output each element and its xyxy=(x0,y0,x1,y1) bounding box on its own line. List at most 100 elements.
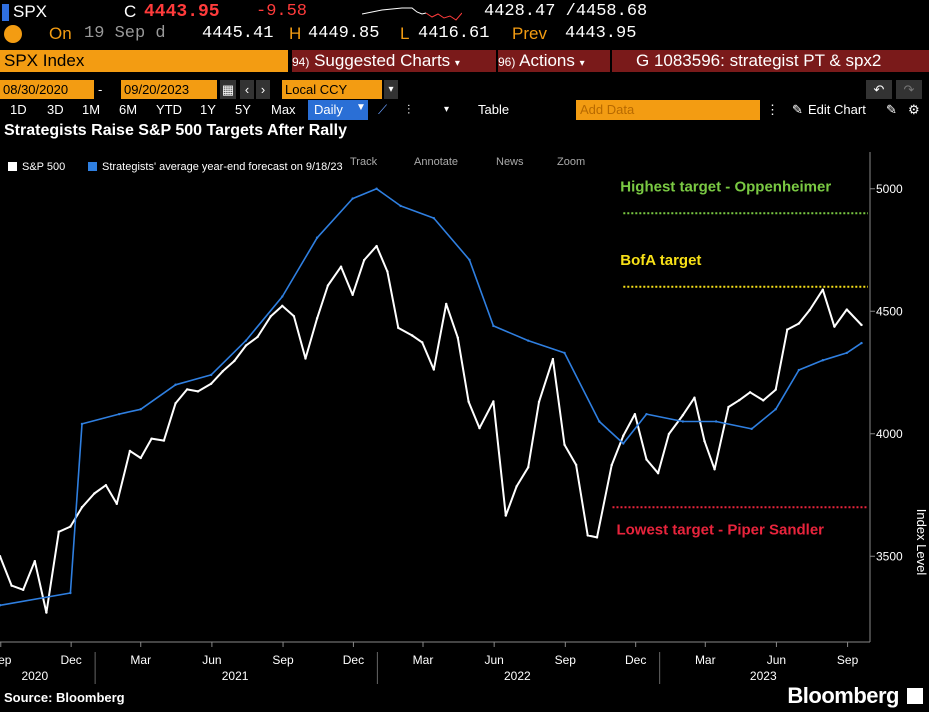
currency-select[interactable]: Local CCY xyxy=(282,80,382,99)
prev-arrow-icon[interactable]: ‹ xyxy=(240,80,254,99)
undo-icon[interactable]: ↶ xyxy=(866,80,892,99)
chart-title: Strategists Raise S&P 500 Targets After … xyxy=(4,122,347,139)
x-year-label: 2020 xyxy=(21,669,48,683)
chart-plot: 3500 4000 4500 5000 Index Level Sep Dec Mar Jun S… xyxy=(0,152,929,684)
spx-price-line-point xyxy=(33,559,36,563)
forecast-line-point xyxy=(315,236,319,239)
quote-date: 19 Sep d xyxy=(84,24,166,43)
legend-label-forecast[interactable]: Strategists' average year-end forecast o… xyxy=(102,161,343,173)
spx-price-line-point xyxy=(93,492,96,495)
spx-price-line-point xyxy=(162,439,166,442)
spx-price-line-point xyxy=(645,458,648,461)
pencil-icon[interactable]: ✎ xyxy=(792,102,803,117)
spx-price-line-point xyxy=(610,463,613,467)
x-tick-label: Dec xyxy=(343,653,364,667)
lowest-target-label: Lowest target - Piper Sandler xyxy=(616,521,824,538)
actions-label: Actions xyxy=(519,51,575,70)
spx-price-line-point xyxy=(563,443,566,446)
period-1y[interactable]: 1Y xyxy=(200,102,216,117)
spx-price-line-point xyxy=(537,400,541,404)
index-field[interactable]: SPX Index xyxy=(0,50,288,72)
options-icon[interactable]: ⋮ xyxy=(766,102,779,117)
track-tool[interactable]: Track xyxy=(350,156,378,168)
annotate-tool[interactable]: Annotate xyxy=(414,156,458,168)
spx-price-line-point xyxy=(667,432,671,436)
spx-price-line-point xyxy=(727,405,730,409)
period-5y[interactable]: 5Y xyxy=(235,102,251,117)
zoom-tool[interactable]: Zoom xyxy=(557,156,585,168)
gear-icon[interactable]: ⚙ xyxy=(908,102,920,117)
suggested-code: 94) xyxy=(292,55,310,69)
forecast-line xyxy=(0,187,862,607)
spx-price-line-point xyxy=(397,326,400,330)
period-3d[interactable]: 3D xyxy=(47,102,64,117)
spx-price-line-point xyxy=(526,466,530,469)
date-separator: - xyxy=(98,82,103,97)
spx-price-line-point xyxy=(713,468,716,471)
candle-icon[interactable]: ⫶ xyxy=(407,102,411,117)
spx-price-line-point xyxy=(703,439,706,443)
detail-line: On 19 Sep d 4445.41 H 4449.85 L 4416.61 … xyxy=(0,24,929,46)
period-6m[interactable]: 6M xyxy=(119,102,138,117)
x-tick-label: Mar xyxy=(413,653,434,667)
forecast-line-point xyxy=(0,604,2,607)
calendar-icon[interactable]: ▦ xyxy=(220,80,236,99)
sparkline-icon xyxy=(362,7,462,21)
x-tick-label: Jun xyxy=(767,653,786,667)
bloomberg-logo-icon xyxy=(907,688,923,704)
edit-chart-button[interactable]: Edit Chart xyxy=(808,102,866,117)
actions-button[interactable]: 96) Actions ▾ xyxy=(498,50,610,72)
legend-label-spx[interactable]: S&P 500 xyxy=(22,161,65,173)
table-button[interactable]: Table xyxy=(478,102,510,117)
frequency-select[interactable]: Daily ▼ xyxy=(308,100,368,120)
start-date-input[interactable]: 08/30/2020 xyxy=(0,80,94,99)
spx-price-line-point xyxy=(656,471,660,475)
forecast-line-point xyxy=(845,351,848,355)
forecast-line-point xyxy=(432,216,436,220)
period-1m[interactable]: 1M xyxy=(82,102,101,117)
forecast-line-point xyxy=(69,591,72,595)
x-tick-label: Mar xyxy=(130,653,151,667)
high-value: 4449.85 xyxy=(308,24,380,43)
period-1d[interactable]: 1D xyxy=(10,102,27,117)
news-headline[interactable]: G 1083596: strategist PT & spx2 xyxy=(612,50,929,72)
prev-value: 4443.95 xyxy=(565,24,637,43)
x-tick-label: Dec xyxy=(60,653,81,667)
forecast-line-point xyxy=(375,187,378,190)
next-arrow-icon[interactable]: › xyxy=(256,80,270,99)
suggested-charts-button[interactable]: 94) Suggested Charts ▾ xyxy=(292,50,496,72)
period-max[interactable]: Max xyxy=(271,102,296,117)
frequency-label: Daily xyxy=(314,102,343,117)
line-chart-icon[interactable]: ⟋ xyxy=(378,102,388,117)
edit-settings-icon[interactable]: ✎ xyxy=(886,102,897,117)
forecast-line-point xyxy=(598,420,601,423)
chevron-down-icon: ▼ xyxy=(356,102,366,113)
ticker-symbol[interactable]: SPX xyxy=(2,2,47,22)
forecast-line-point xyxy=(563,351,566,355)
highest-target-label: Highest target - Oppenheimer xyxy=(620,178,831,195)
spx-price-line-point xyxy=(432,368,436,371)
spx-price-line-point xyxy=(209,382,213,385)
spx-price-line-point xyxy=(57,530,60,533)
period-ytd[interactable]: YTD xyxy=(156,102,182,117)
x-year-label: 2022 xyxy=(504,669,531,683)
redo-icon[interactable]: ↷ xyxy=(896,80,922,99)
end-date-input[interactable]: 09/20/2023 xyxy=(121,80,217,99)
spx-price-line-point xyxy=(22,588,25,592)
chevron-down-icon[interactable]: ▾ xyxy=(444,104,450,115)
spx-price-line-point xyxy=(351,293,354,297)
spx-price-line-point xyxy=(808,308,811,312)
news-tool[interactable]: News xyxy=(496,156,524,168)
spx-price-line-point xyxy=(633,412,637,416)
spx-price-line-point xyxy=(233,359,236,363)
spx-price-line-point xyxy=(244,344,248,347)
spx-price-line-point xyxy=(80,506,84,509)
spx-price-line-point xyxy=(69,525,72,528)
chevron-down-icon[interactable]: ▾ xyxy=(384,80,398,99)
add-data-input[interactable]: Add Data xyxy=(576,100,760,120)
spx-price-line-point xyxy=(421,341,424,344)
spx-price-line-point xyxy=(504,514,507,517)
ticker-label: SPX xyxy=(13,2,48,21)
dropdown-arrow-icon: ▾ xyxy=(579,58,585,69)
high-label: H xyxy=(289,24,302,43)
